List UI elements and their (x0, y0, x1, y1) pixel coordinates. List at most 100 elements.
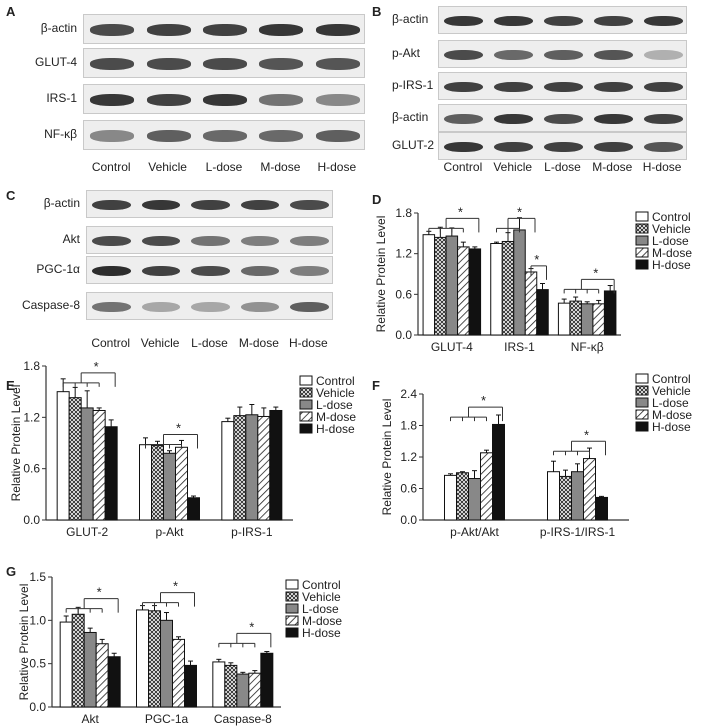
bar (236, 673, 250, 708)
blot-band (92, 199, 131, 211)
blot-strip (438, 132, 687, 160)
blot-band (141, 301, 181, 313)
blot-band (444, 113, 484, 125)
blot-band (315, 24, 360, 36)
lane-label: H-dose (288, 336, 328, 350)
x-tick-label: p-Akt/Akt (450, 525, 499, 539)
y-tick-label: 1.8 (400, 419, 417, 433)
legend-swatch (635, 409, 649, 420)
y-tick-label: 0.6 (395, 287, 412, 301)
blot-band (593, 81, 633, 93)
bar (524, 271, 538, 336)
panel-letter-c: C (6, 188, 16, 203)
blot-band (92, 265, 131, 277)
legend-swatch (285, 627, 299, 638)
bar (260, 652, 274, 708)
bar (492, 423, 505, 521)
bar (536, 289, 549, 336)
y-tick-label: 0.0 (23, 513, 40, 527)
blot-band (544, 81, 583, 93)
significance-star: * (534, 252, 539, 267)
blot-strip (86, 190, 333, 218)
bar (224, 664, 238, 708)
lane-label: Vehicle (140, 336, 180, 350)
blot-band (494, 113, 534, 125)
x-tick-label: NF-κβ (571, 340, 604, 354)
legend-swatch (299, 399, 313, 410)
lane-label: Control (443, 160, 483, 174)
y-tick-label: 0.6 (23, 462, 40, 476)
bar (434, 236, 447, 336)
bar (592, 303, 605, 336)
y-tick-label: 0.5 (29, 657, 46, 671)
blot-band (593, 113, 633, 125)
legend-label: Control (316, 374, 355, 388)
lane-label: Control (91, 160, 131, 174)
blot-band (92, 301, 131, 313)
y-axis-label: Relative Protein Level (374, 216, 388, 333)
blot-band (259, 94, 304, 106)
legend-label: L-dose (652, 396, 689, 410)
bar (172, 638, 185, 708)
blot-label: β-actin (43, 196, 80, 210)
blot-band (191, 235, 230, 247)
blot-band (593, 49, 633, 61)
blot-band (90, 58, 135, 70)
blot-strip (438, 72, 687, 100)
bar (233, 415, 247, 521)
significance-star: * (97, 585, 102, 600)
blot-band (259, 130, 304, 142)
bar (456, 472, 469, 521)
legend-swatch (285, 615, 299, 626)
bar (501, 240, 515, 336)
blot-band (90, 130, 135, 142)
legend-swatch (635, 211, 649, 222)
lane-label: Vehicle (148, 160, 187, 174)
blot-band (203, 58, 247, 70)
legend-label: H-dose (652, 258, 691, 272)
legend-swatch (635, 259, 649, 270)
bar (221, 421, 235, 521)
blot-band (203, 24, 247, 36)
legend-swatch (635, 247, 649, 258)
blot-label: Caspase-8 (21, 298, 80, 312)
bar (151, 445, 164, 521)
y-tick-label: 0.6 (400, 482, 417, 496)
legend-swatch (285, 603, 299, 614)
blot-band (643, 113, 683, 125)
blot-band (191, 265, 230, 277)
significance-star: * (481, 393, 486, 408)
bar (559, 475, 572, 521)
blot-label: p-IRS-1 (392, 78, 434, 92)
lane-label: L-dose (205, 160, 243, 174)
blot-band (444, 49, 484, 61)
blot-band (444, 81, 484, 93)
blot-band (494, 141, 534, 153)
bar (80, 407, 94, 521)
significance-star: * (173, 579, 178, 594)
legend-swatch (635, 421, 649, 432)
blot-band (290, 235, 329, 247)
bar (513, 229, 526, 336)
bar (136, 609, 149, 708)
legend-swatch (299, 375, 313, 386)
bar (547, 471, 560, 521)
blot-band (141, 265, 181, 277)
blot-label: Akt (62, 232, 80, 246)
legend-label: Vehicle (652, 222, 691, 236)
blot-band (259, 58, 304, 70)
blot-band (240, 301, 280, 313)
blot-band (494, 81, 534, 93)
bar (571, 471, 584, 521)
legend-label: M-dose (652, 408, 692, 422)
bar (163, 452, 176, 521)
legend-label: Control (652, 372, 691, 386)
blot-label: β-actin (40, 21, 77, 35)
bar (56, 391, 70, 521)
blot-strip (86, 256, 333, 284)
legend-label: Vehicle (652, 384, 691, 398)
bar (83, 631, 97, 708)
blot-strip (438, 104, 687, 132)
legend-swatch (635, 223, 649, 234)
y-tick-label: 1.8 (23, 359, 40, 373)
